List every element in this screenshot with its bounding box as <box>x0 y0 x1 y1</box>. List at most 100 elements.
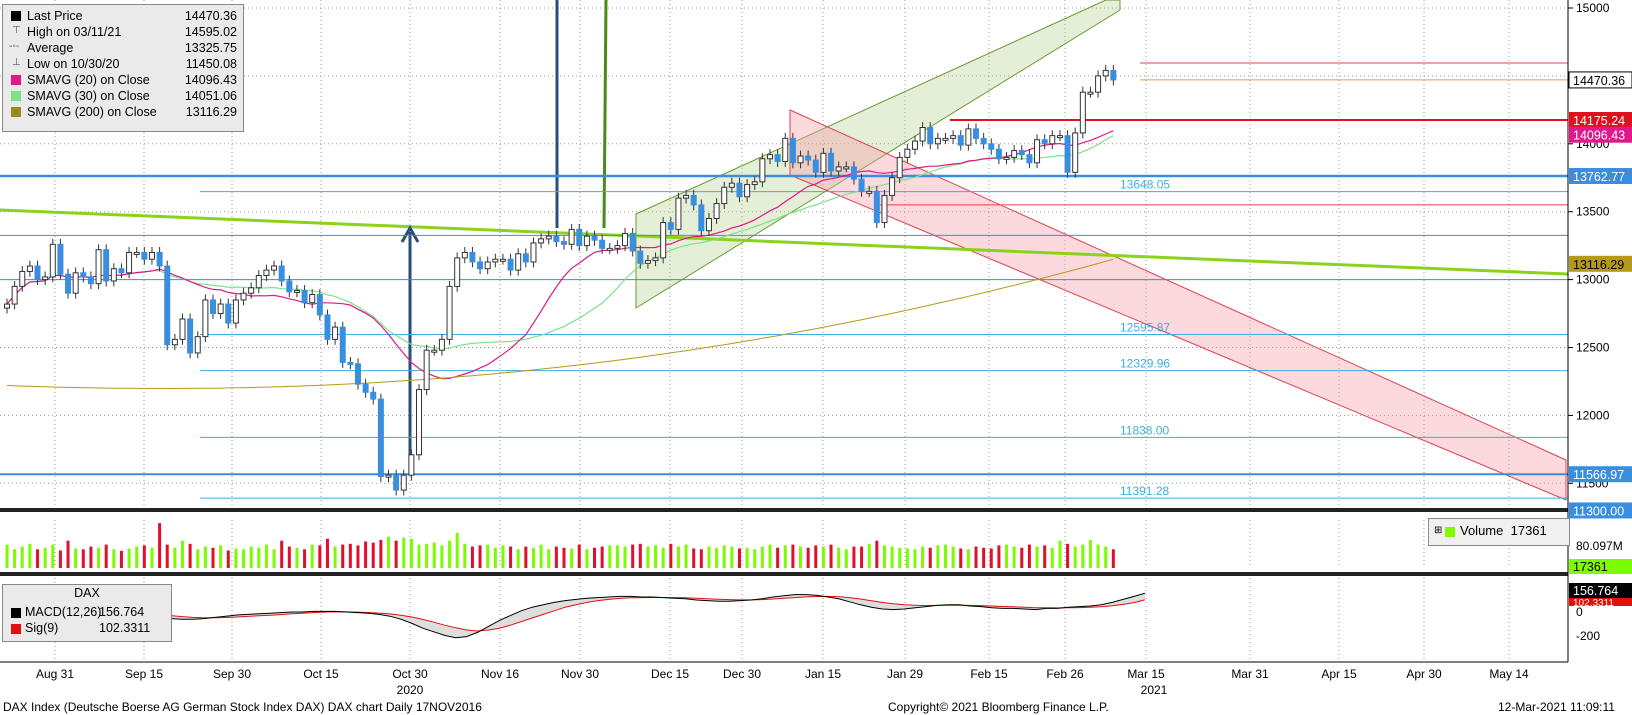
volume-bar <box>432 542 436 568</box>
candle-body <box>263 269 270 277</box>
price-tag: 14175.24 <box>1569 112 1632 129</box>
candle-body <box>843 166 850 170</box>
volume-bar <box>203 546 207 568</box>
candle-body <box>782 137 789 162</box>
volume-bar <box>402 537 406 568</box>
candle-body <box>339 326 346 363</box>
candle-body <box>179 318 186 340</box>
candle-body <box>240 292 247 301</box>
candle-body <box>873 190 880 224</box>
volume-bar <box>577 544 581 568</box>
volume-bar <box>1027 544 1031 568</box>
candle-body <box>644 260 651 264</box>
volume-bar <box>799 546 803 568</box>
candle-body <box>26 265 33 272</box>
volume-bar <box>379 539 383 568</box>
candle-body <box>629 232 636 252</box>
price-tag-box <box>1569 168 1632 185</box>
volume-axis-label: 80.097M <box>1576 539 1623 553</box>
volume-bar <box>158 523 162 568</box>
volume-bar <box>89 546 93 568</box>
candle-body <box>904 148 911 158</box>
legend-item-last-price: Last Price 14470.36 <box>9 8 239 24</box>
candle-body <box>980 137 987 145</box>
volume-bar <box>806 547 810 568</box>
volume-bar <box>676 546 680 568</box>
candle-body <box>622 232 629 247</box>
candle-body <box>57 243 64 275</box>
candle-body <box>118 268 125 274</box>
volume-bar <box>860 546 864 568</box>
volume-bar <box>745 547 749 568</box>
volume-bar <box>524 546 528 568</box>
candle-body <box>1087 91 1094 95</box>
x-tick-label: Nov 16 <box>481 667 519 681</box>
candle-body <box>1011 150 1018 158</box>
candle-body <box>721 186 728 205</box>
price-tag-label: 13116.29 <box>1573 258 1624 272</box>
candle-body <box>11 285 18 305</box>
candle-body <box>370 391 377 400</box>
volume-bar <box>356 545 360 568</box>
price-tag-box <box>1569 502 1632 519</box>
candle-body <box>812 159 819 173</box>
price-tag-label: 11300.00 <box>1573 504 1624 518</box>
candle-body <box>789 137 796 164</box>
volume-bar <box>1043 545 1047 568</box>
volume-bar <box>997 545 1001 568</box>
volume-bar <box>936 545 940 568</box>
candle-body <box>499 258 506 262</box>
volume-bar <box>585 549 589 568</box>
candle-body <box>484 261 491 270</box>
candle-body <box>354 363 361 385</box>
candle-body <box>652 257 659 262</box>
macd-tag-label: 156.764 <box>1573 584 1618 598</box>
volume-bar <box>150 547 154 568</box>
footer-timestamp: 12-Mar-2021 11:09:11 <box>1498 700 1615 714</box>
candle-body <box>713 203 720 219</box>
volume-bar <box>654 545 658 568</box>
candle-body <box>87 276 94 285</box>
volume-bar <box>234 548 238 568</box>
volume-bar <box>593 547 597 568</box>
price-tag: 11566.97 <box>1569 466 1632 483</box>
volume-bar <box>501 545 505 568</box>
volume-bar <box>661 547 665 568</box>
candle-body <box>171 338 178 346</box>
volume-bar <box>463 543 467 568</box>
price-tag: 14096.43 <box>1569 126 1632 143</box>
candle-body <box>309 294 316 304</box>
candle-body <box>911 140 918 150</box>
candle-body <box>65 273 72 294</box>
volume-bar <box>715 547 719 568</box>
volume-legend-label: Volume 17361 <box>1460 523 1547 538</box>
volume-bar <box>509 546 513 568</box>
fib-label: 11391.28 <box>1120 484 1169 498</box>
candle-body <box>1056 135 1063 139</box>
legend-label: Average <box>27 41 74 55</box>
volume-bar <box>81 549 85 568</box>
volume-bar <box>699 549 703 568</box>
candle-body <box>591 235 598 241</box>
candle-body <box>293 289 300 293</box>
candle-body <box>1018 150 1025 156</box>
volume-bar <box>97 547 101 568</box>
candle-body <box>248 287 255 294</box>
x-tick-label: May 14 <box>1489 667 1529 681</box>
square-icon <box>11 75 21 85</box>
volume-bar <box>66 540 70 568</box>
candle-body <box>797 155 804 164</box>
price-tag: 11300.00 <box>1569 502 1632 518</box>
volume-bar <box>287 546 291 568</box>
volume-bar <box>455 532 459 568</box>
volume-bar <box>295 547 299 568</box>
expand-icon[interactable]: ⊞ <box>1434 525 1443 536</box>
volume-bar <box>791 544 795 568</box>
x-tick-label: Oct 15 <box>303 667 339 681</box>
candle-body <box>683 194 690 199</box>
volume-bar <box>226 550 230 568</box>
candle-body <box>637 250 644 264</box>
candle-body <box>835 166 842 172</box>
long-trendline <box>0 208 1569 276</box>
candle-body <box>408 454 415 476</box>
